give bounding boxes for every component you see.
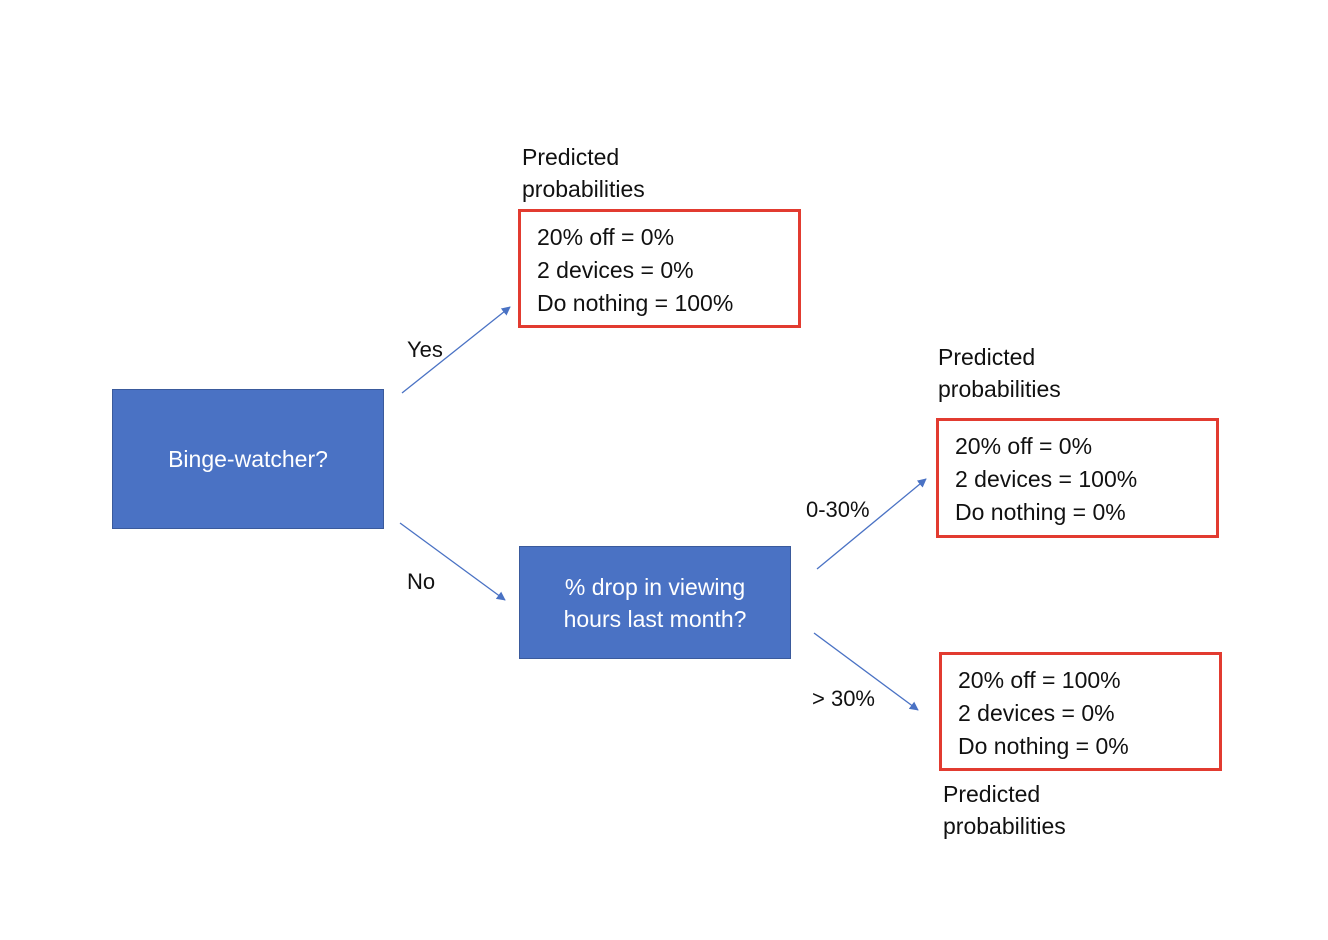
edge-label-high: > 30% [812,686,875,711]
split-node-label: % drop in viewing hours last month? [563,573,747,632]
leaf-1-caption-line: probabilities [522,176,645,202]
leaf-2-caption-line: probabilities [938,376,1061,402]
edge-high-arrow [813,632,919,711]
leaf-1-box: 20% off = 0% 2 devices = 0% Do nothing =… [518,209,801,328]
leaf-2-row: Do nothing = 0% [955,499,1126,525]
root-node: Binge-watcher? [112,389,384,529]
edge-label-yes: Yes [407,337,443,362]
leaf-2-box: 20% off = 0% 2 devices = 100% Do nothing… [936,418,1219,538]
edge-no-arrow [399,522,506,601]
root-node-label: Binge-watcher? [168,446,328,472]
leaf-3-caption-line: Predicted [943,781,1041,807]
leaf-1-row: 2 devices = 0% [537,257,694,283]
leaf-2-caption-line: Predicted [938,344,1036,370]
edge-label-no: No [407,569,436,594]
leaf-2-caption: Predicted probabilities [938,341,1061,405]
leaf-3-caption: Predicted probabilities [943,778,1066,842]
leaf-3-row: 20% off = 100% [958,667,1121,693]
leaf-1-caption-line: Predicted [522,144,620,170]
split-node: % drop in viewing hours last month? [519,546,791,659]
leaf-3-box: 20% off = 100% 2 devices = 0% Do nothing… [939,652,1222,771]
leaf-1-caption: Predicted probabilities [522,141,645,205]
edge-low-arrow [816,478,927,570]
leaf-2-row: 20% off = 0% [955,433,1093,459]
leaf-3-caption-line: probabilities [943,813,1066,839]
leaf-3-row: 2 devices = 0% [958,700,1115,726]
leaf-1-row: 20% off = 0% [537,224,675,250]
edge-label-low: 0-30% [806,497,870,522]
leaf-1-row: Do nothing = 100% [537,290,734,316]
edge-yes-arrow [401,306,511,394]
leaf-2-row: 2 devices = 100% [955,466,1138,492]
leaf-3-row: Do nothing = 0% [958,733,1129,759]
